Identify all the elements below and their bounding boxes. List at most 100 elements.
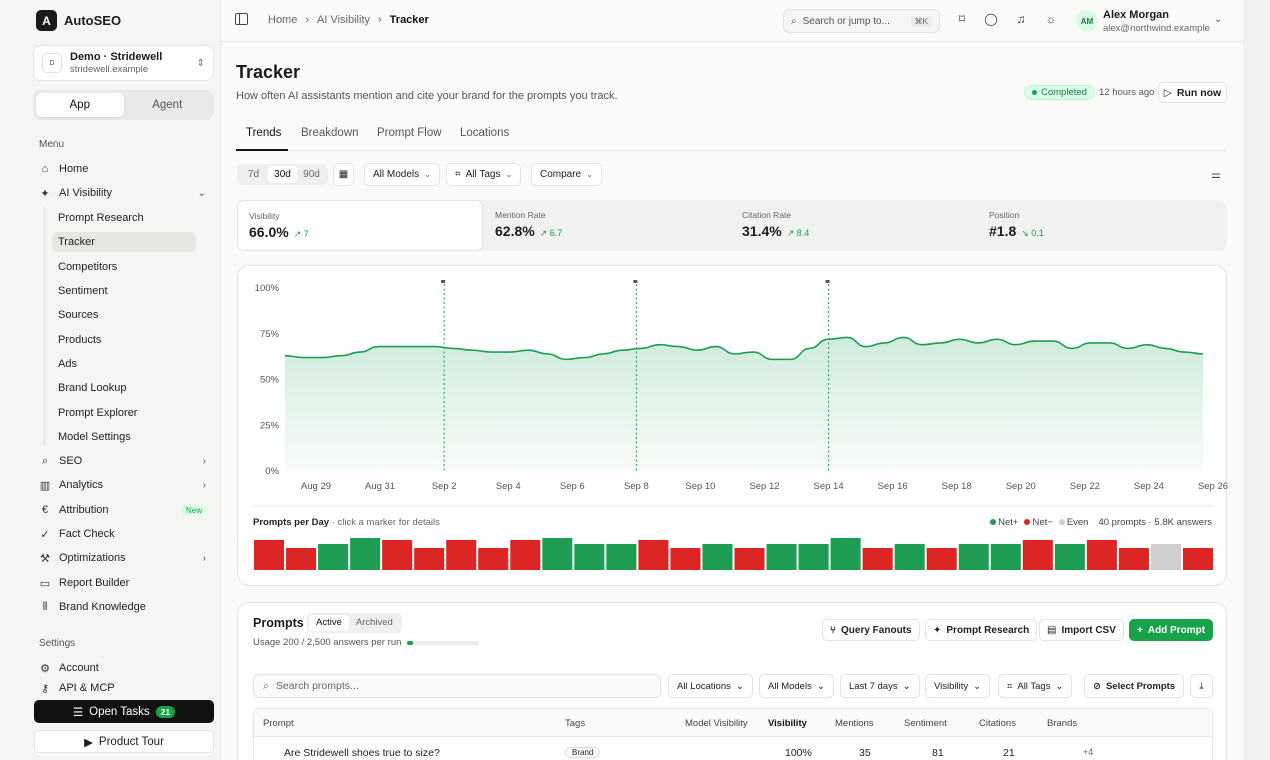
visibility-chart[interactable]: 0% 25% 50% 75% 100% Aug 29 Aug 31 Sep 2 Sep 4 Sep…: [238, 266, 1228, 511]
sidebar-item-report-builder[interactable]: ▭ Report Builder: [33, 572, 214, 594]
prompts-day-bar[interactable]: [318, 544, 349, 570]
breadcrumb-ai-visibility[interactable]: AI Visibility: [317, 14, 370, 26]
prompt-tags-filter[interactable]: ⌗ All Tags ⌄: [998, 674, 1073, 698]
table-row[interactable]: Are Stridewell shoes true to size? Brand…: [253, 736, 1213, 760]
prompts-day-bar[interactable]: [478, 548, 509, 570]
kpi-visibility[interactable]: Visibility 66.0% ↗ 7: [237, 200, 483, 251]
prompts-per-day-bars[interactable]: [238, 532, 1228, 582]
sidebar-item-brand-knowledge[interactable]: ⫴ Brand Knowledge: [33, 596, 214, 618]
prompts-day-bar[interactable]: [510, 540, 541, 570]
sidebar-item-home[interactable]: ⌂ Home: [33, 158, 214, 180]
bell-icon[interactable]: ♫: [1016, 12, 1026, 26]
sidebar-item-seo[interactable]: ⌕ SEO ›: [33, 450, 214, 472]
locations-filter[interactable]: All Locations ⌄: [668, 674, 753, 698]
sidebar-subitem-model-settings[interactable]: Model Settings: [58, 431, 131, 443]
download-button[interactable]: ⤓: [1190, 674, 1213, 698]
col-brands[interactable]: Brands: [1047, 718, 1078, 729]
prompts-day-bar[interactable]: [1022, 540, 1053, 570]
sliders-icon[interactable]: ⚌: [1211, 169, 1221, 181]
col-visibility[interactable]: Visibility: [768, 718, 807, 729]
sidebar-subitem-sentiment[interactable]: Sentiment: [58, 285, 108, 297]
col-citations[interactable]: Citations: [979, 718, 1016, 729]
mode-tab-app[interactable]: App: [36, 93, 124, 117]
calendar-button[interactable]: ▦: [333, 163, 354, 186]
sidebar-item-analytics[interactable]: ▥ Analytics ›: [33, 474, 214, 496]
sidebar-subitem-competitors[interactable]: Competitors: [58, 261, 118, 273]
add-prompt-button[interactable]: + Add Prompt: [1129, 619, 1214, 641]
col-mentions[interactable]: Mentions: [835, 718, 874, 729]
chevron-down-icon[interactable]: ⌄: [1214, 14, 1223, 25]
visibility-filter[interactable]: Visibility ⌄: [925, 674, 991, 698]
open-tasks-button[interactable]: ☰ Open Tasks 21: [34, 700, 214, 723]
prompts-day-bar[interactable]: [702, 544, 733, 570]
prompts-day-bar[interactable]: [286, 548, 317, 570]
sidebar-subitem-ads[interactable]: Ads: [58, 358, 77, 370]
sidebar-subitem-prompt-research[interactable]: Prompt Research: [58, 212, 144, 224]
period-filter[interactable]: Last 7 days ⌄: [840, 674, 920, 698]
range-90d[interactable]: 90d: [303, 169, 320, 180]
kpi-mention-rate[interactable]: Mention Rate 62.8% ↗ 6.7: [484, 200, 730, 251]
prompts-day-bar[interactable]: [414, 548, 445, 570]
sidebar-subitem-tracker[interactable]: Tracker: [52, 232, 196, 252]
prompts-day-bar[interactable]: [542, 538, 573, 570]
tab-prompt-flow[interactable]: Prompt Flow: [377, 127, 442, 139]
tags-filter[interactable]: ⌗ All Tags ⌄: [446, 163, 522, 186]
prompts-day-bar[interactable]: [894, 544, 925, 570]
prompts-day-bar[interactable]: [254, 540, 285, 570]
prompts-tab-archived[interactable]: Archived: [355, 617, 393, 628]
compare-filter[interactable]: Compare ⌄: [531, 163, 602, 186]
prompts-day-bar[interactable]: [862, 548, 893, 570]
product-tour-button[interactable]: ▶ Product Tour: [34, 730, 214, 753]
prompts-day-bar[interactable]: [798, 544, 829, 570]
sidebar-item-fact-check[interactable]: ✓ Fact Check: [33, 523, 214, 545]
sidebar-subitem-products[interactable]: Products: [58, 334, 102, 346]
chat-icon[interactable]: ◯: [984, 12, 998, 26]
tab-locations[interactable]: Locations: [460, 127, 510, 139]
prompts-day-bar[interactable]: [1118, 548, 1149, 570]
sidebar-item-optimizations[interactable]: ⚒ Optimizations ›: [33, 547, 214, 569]
prompts-day-bar[interactable]: [926, 548, 957, 570]
prompts-tab-active[interactable]: Active: [309, 615, 349, 631]
prompts-day-bar[interactable]: [766, 544, 797, 570]
bookmark-icon[interactable]: ⌑: [958, 12, 966, 26]
mode-tab-agent[interactable]: Agent: [152, 99, 183, 111]
prompts-day-bar[interactable]: [830, 538, 861, 570]
prompts-day-bar[interactable]: [990, 544, 1021, 570]
select-prompts-button[interactable]: ⊘ Select Prompts: [1084, 674, 1185, 698]
prompts-day-bar[interactable]: [734, 548, 765, 570]
sidebar-toggle-icon[interactable]: [235, 13, 248, 25]
user-name[interactable]: Alex Morgan: [1103, 9, 1170, 21]
prompts-day-bar[interactable]: [1150, 544, 1181, 570]
sidebar-item-ai-visibility[interactable]: ✦ AI Visibility ⌄: [33, 182, 214, 204]
sun-icon[interactable]: ☼: [1045, 12, 1057, 26]
avatar[interactable]: AM: [1076, 10, 1098, 32]
app-brand[interactable]: A AutoSEO: [36, 10, 121, 31]
prompts-day-bar[interactable]: [382, 540, 413, 570]
global-search[interactable]: ⌕ Search or jump to... ⌘K: [783, 9, 940, 33]
range-30d[interactable]: 30d: [268, 166, 297, 183]
query-fanouts-button[interactable]: ⑂ Query Fanouts: [822, 619, 920, 641]
prompts-day-bar[interactable]: [1182, 548, 1213, 570]
prompts-day-bar[interactable]: [1054, 544, 1085, 570]
prompts-day-bar[interactable]: [446, 540, 477, 570]
sidebar-item-attribution[interactable]: € Attribution New: [33, 499, 214, 521]
prompts-day-bar[interactable]: [350, 538, 381, 570]
run-now-button[interactable]: ▷ Run now: [1158, 82, 1227, 103]
prompts-day-bar[interactable]: [606, 544, 637, 570]
col-model-visibility[interactable]: Model Visibility: [685, 718, 748, 729]
prompt-research-button[interactable]: ✦ Prompt Research: [925, 619, 1038, 641]
range-7d[interactable]: 7d: [247, 169, 260, 180]
prompts-day-bar[interactable]: [1086, 540, 1117, 570]
sidebar-subitem-sources[interactable]: Sources: [58, 309, 99, 321]
col-tags[interactable]: Tags: [565, 718, 586, 729]
tab-breakdown[interactable]: Breakdown: [301, 127, 359, 139]
models-filter[interactable]: All Models ⌄: [364, 163, 440, 186]
prompts-day-bar[interactable]: [574, 544, 605, 570]
prompts-day-bar[interactable]: [670, 548, 701, 570]
breadcrumb-home[interactable]: Home: [268, 14, 298, 26]
row-prompt-text[interactable]: Are Stridewell shoes true to size?: [284, 747, 440, 759]
prompts-day-bar[interactable]: [958, 544, 989, 570]
sidebar-subitem-prompt-explorer[interactable]: Prompt Explorer: [58, 407, 138, 419]
workspace-switcher[interactable]: D Demo · Stridewell stridewell.example ⇕: [33, 45, 214, 81]
prompts-day-bar[interactable]: [638, 540, 669, 570]
